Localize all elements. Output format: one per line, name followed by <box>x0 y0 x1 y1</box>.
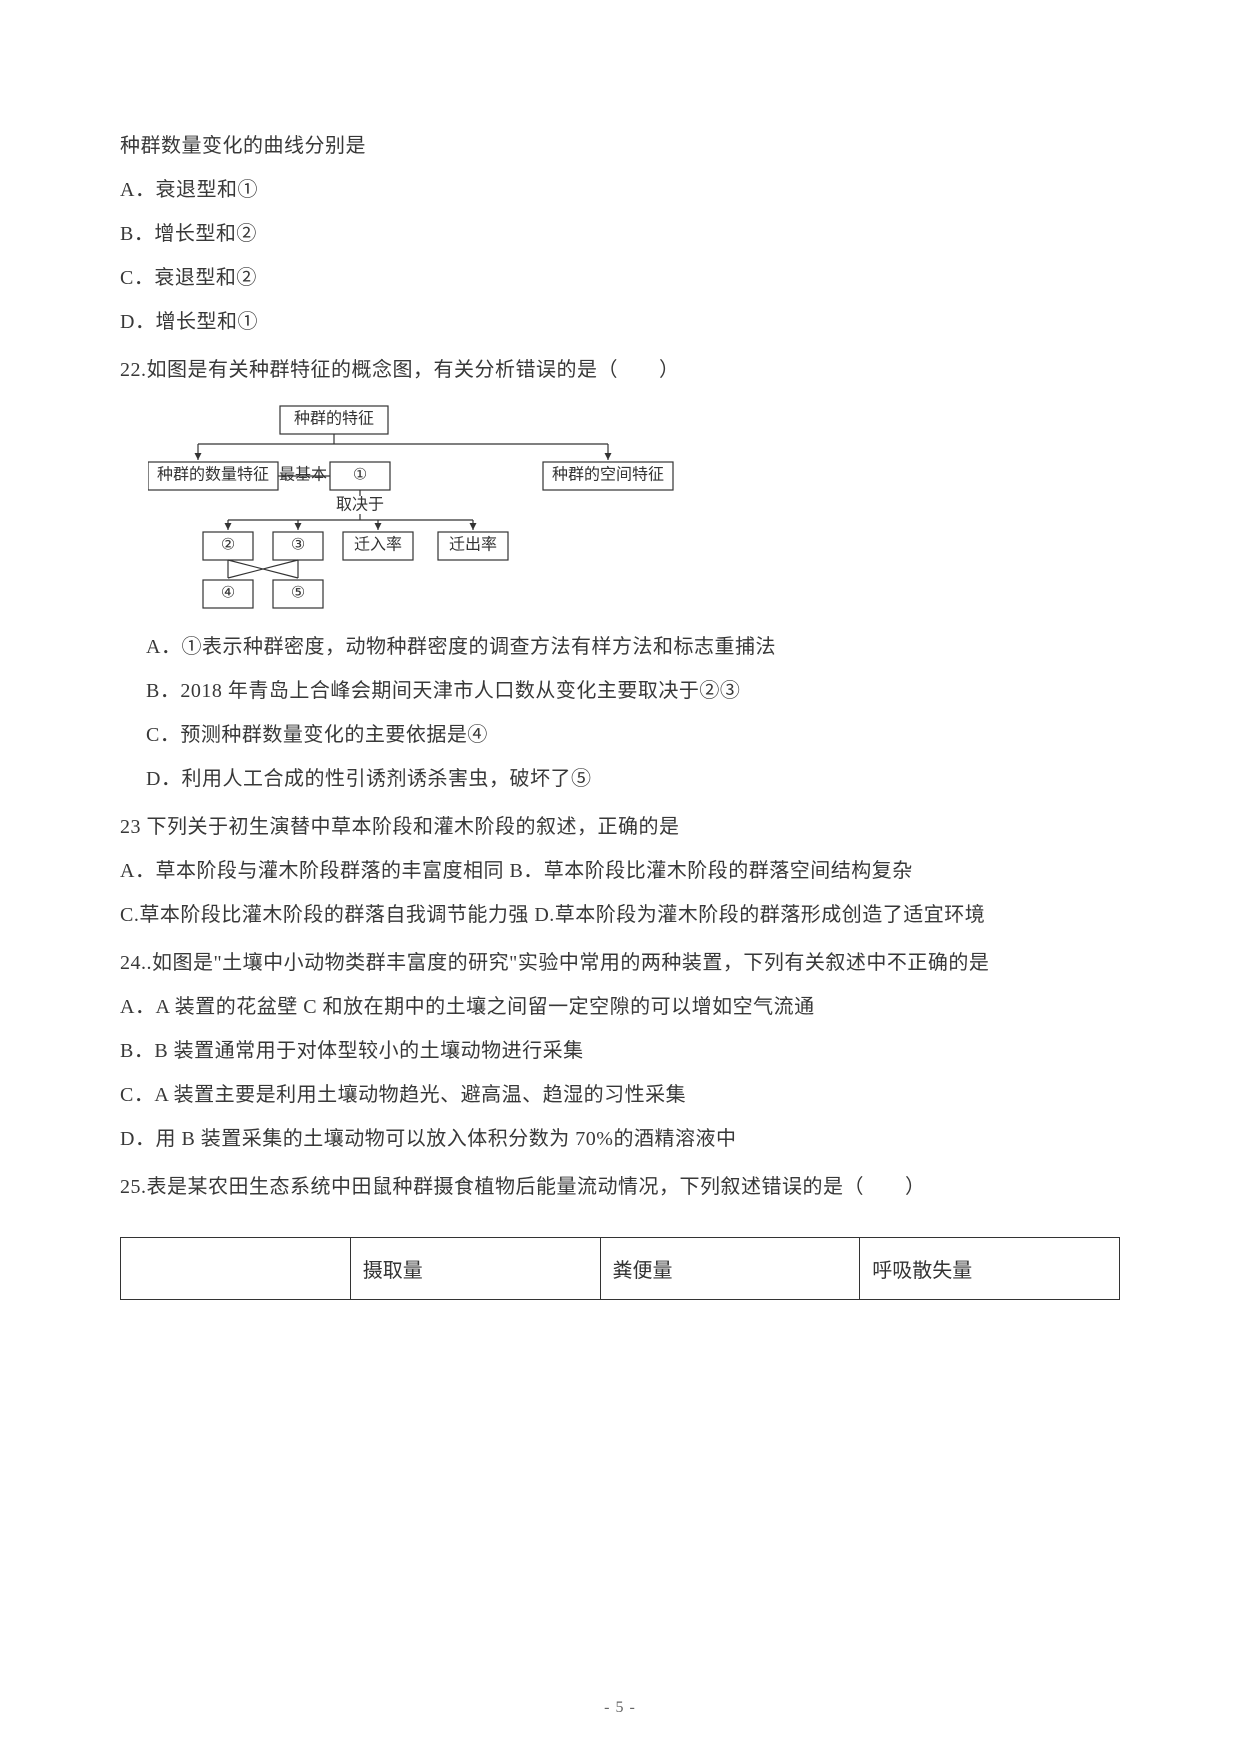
q22-option-b: B．2018 年青岛上合峰会期间天津市人口数从变化主要取决于②③ <box>120 669 1120 713</box>
q21-option-c: C．衰退型和② <box>120 256 1120 300</box>
dg-qianru: 迁入率 <box>354 536 402 554</box>
dg-qianchu: 迁出率 <box>449 536 497 554</box>
q23-option-ab: A．草本阶段与灌木阶段群落的丰富度相同 B．草本阶段比灌木阶段的群落空间结构复杂 <box>120 849 1120 893</box>
q23-block: 23 下列关于初生演替中草本阶段和灌木阶段的叙述，正确的是 A．草本阶段与灌木阶… <box>120 805 1120 937</box>
q23-stem: 23 下列关于初生演替中草本阶段和灌木阶段的叙述，正确的是 <box>120 805 1120 849</box>
q22-option-d: D．利用人工合成的性引诱剂诱杀害虫，破坏了⑤ <box>120 757 1120 801</box>
table-cell: 粪便量 <box>600 1238 860 1300</box>
q25-table: 摄取量 粪便量 呼吸散失量 <box>120 1237 1120 1300</box>
page-number: - 5 - <box>0 1699 1240 1717</box>
q24-block: 24..如图是"土壤中小动物类群丰富度的研究"实验中常用的两种装置，下列有关叙述… <box>120 941 1120 1161</box>
q24-option-a: A．A 装置的花盆壁 C 和放在期中的土壤之间留一定空隙的可以增如空气流通 <box>120 985 1120 1029</box>
q22-option-a: A．①表示种群密度，动物种群密度的调查方法有样方法和标志重捕法 <box>120 625 1120 669</box>
q21-stem: 种群数量变化的曲线分别是 <box>120 124 1120 168</box>
q24-option-c: C．A 装置主要是利用土壤动物趋光、避高温、趋湿的习性采集 <box>120 1073 1120 1117</box>
q21-block: 种群数量变化的曲线分别是 A．衰退型和① B．增长型和② C．衰退型和② D．增… <box>120 124 1120 344</box>
q25-stem: 25.表是某农田生态系统中田鼠种群摄食植物后能量流动情况，下列叙述错误的是（ ） <box>120 1165 1120 1209</box>
q24-option-d: D．用 B 装置采集的土壤动物可以放入体积分数为 70%的酒精溶液中 <box>120 1117 1120 1161</box>
q22-stem: 22.如图是有关种群特征的概念图，有关分析错误的是（ ） <box>120 348 1120 392</box>
dg-circle5: ⑤ <box>291 585 305 602</box>
table-row: 摄取量 粪便量 呼吸散失量 <box>121 1238 1120 1300</box>
dg-top-label: 种群的特征 <box>294 410 374 428</box>
dg-right-label: 种群的空间特征 <box>552 466 664 484</box>
q22-diagram: 种群的特征 种群的数量特征 种群的空间特征 最基本 ① 取决于 <box>148 402 1120 617</box>
dg-jiben-label: 最基本 <box>279 466 327 484</box>
dg-circle4: ④ <box>221 585 235 602</box>
dg-circle1: ① <box>353 467 367 484</box>
q23-option-cd: C.草本阶段比灌木阶段的群落自我调节能力强 D.草本阶段为灌木阶段的群落形成创造… <box>120 893 1120 937</box>
dg-quyu-label: 取决于 <box>336 496 384 514</box>
table-cell <box>121 1238 351 1300</box>
q21-option-a: A．衰退型和① <box>120 168 1120 212</box>
q21-option-d: D．增长型和① <box>120 300 1120 344</box>
q22-option-c: C．预测种群数量变化的主要依据是④ <box>120 713 1120 757</box>
dg-circle3: ③ <box>291 537 305 554</box>
q24-stem: 24..如图是"土壤中小动物类群丰富度的研究"实验中常用的两种装置，下列有关叙述… <box>120 941 1120 985</box>
q22-block: 22.如图是有关种群特征的概念图，有关分析错误的是（ ） 种群的特征 种群的数量… <box>120 348 1120 801</box>
dg-left-label: 种群的数量特征 <box>157 466 269 484</box>
table-cell: 呼吸散失量 <box>860 1238 1120 1300</box>
table-cell: 摄取量 <box>350 1238 600 1300</box>
q21-option-b: B．增长型和② <box>120 212 1120 256</box>
q24-option-b: B．B 装置通常用于对体型较小的土壤动物进行采集 <box>120 1029 1120 1073</box>
q25-block: 25.表是某农田生态系统中田鼠种群摄食植物后能量流动情况，下列叙述错误的是（ ）… <box>120 1165 1120 1300</box>
dg-circle2: ② <box>221 537 235 554</box>
